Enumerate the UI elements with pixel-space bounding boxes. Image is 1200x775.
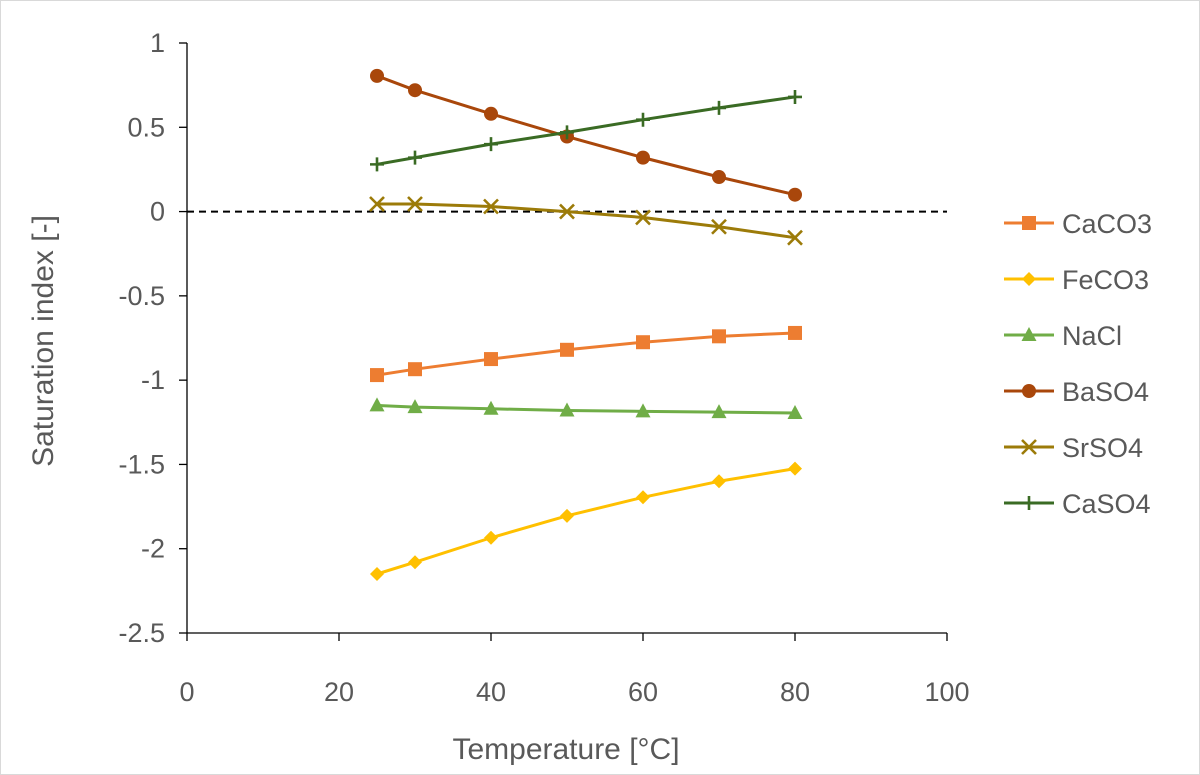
legend-item-srso4: SrSO4 [1004,433,1143,463]
data-point-nacl [635,403,651,418]
data-point-nacl [711,404,727,419]
legend-item-caso4: CaSO4 [1004,489,1151,519]
data-point-nacl [483,400,499,415]
data-point-nacl [407,399,423,414]
series-line-caso4 [376,95,796,166]
legend-swatch-marker [1022,272,1036,286]
data-point-caso4 [370,157,384,172]
data-point-baso4 [712,170,726,185]
x-tick-label: 80 [780,677,810,707]
legend-swatch-marker [1021,327,1037,341]
y-tick-label: -2 [141,534,165,564]
data-point-nacl [369,397,385,412]
legend-label: CaCO3 [1062,209,1152,239]
data-point-srso4 [559,203,575,220]
data-point-feco3 [712,474,726,489]
series-line-caco3 [376,331,796,377]
series-line-feco3 [376,467,796,576]
series-caso4 [370,89,802,172]
series-caco3 [370,325,802,383]
data-point-feco3 [788,461,802,476]
legend-label: BaSO4 [1062,377,1149,407]
data-point-srso4 [407,196,423,212]
legend-item-caco3: CaCO3 [1004,209,1152,239]
legend-item-feco3: FeCO3 [1004,265,1149,295]
x-tick-label: 0 [179,677,194,707]
y-tick-label: 1 [150,28,165,58]
data-point-srso4 [483,198,499,215]
y-tick-label: -1.5 [118,449,165,479]
series-feco3 [370,461,802,581]
series-line-baso4 [376,74,796,197]
series-line-nacl [376,403,796,415]
data-point-nacl [559,402,575,417]
legend-item-nacl: NaCl [1004,321,1122,351]
legend-label: FeCO3 [1062,265,1149,295]
data-point-feco3 [560,508,574,523]
data-point-srso4 [787,229,803,246]
x-tick-label: 60 [628,677,658,707]
y-axis-title: Saturation index [-] [27,215,60,467]
data-point-caco3 [712,329,726,344]
legend-label: SrSO4 [1062,433,1143,463]
data-point-baso4 [484,106,498,121]
data-point-srso4 [635,209,651,226]
data-point-caco3 [788,325,802,340]
data-point-baso4 [408,83,422,98]
series-baso4 [370,68,802,202]
data-point-baso4 [636,150,650,165]
y-tick-label: -2.5 [118,618,165,648]
axes: 1 0.5 0 -0.5 -1 -1.5 -2 -2.5 0 20 40 60 80 100 [118,28,969,707]
legend-swatch-marker [1022,384,1036,398]
series-srso4 [369,196,803,246]
data-point-srso4 [369,196,385,212]
data-point-feco3 [484,530,498,545]
data-point-caso4 [788,89,802,104]
data-point-caco3 [484,352,498,367]
data-point-caso4 [484,137,498,152]
series-layer [369,68,803,581]
legend: CaCO3 FeCO3 NaCl BaSO4 SrSO4 CaSO4 [1004,209,1152,519]
data-point-feco3 [636,490,650,505]
data-point-nacl [787,405,803,420]
y-tick-label: -1 [141,365,165,395]
data-point-caco3 [370,368,384,383]
legend-swatch-marker [1022,496,1036,510]
data-point-baso4 [370,68,384,83]
legend-label: NaCl [1062,321,1122,351]
legend-item-baso4: BaSO4 [1004,377,1149,407]
y-tick-label: 0 [150,197,165,227]
x-tick-label: 20 [324,677,354,707]
data-point-srso4 [711,218,727,235]
y-tick-label: -0.5 [118,281,165,311]
data-point-baso4 [788,187,802,202]
data-point-caso4 [408,150,422,165]
legend-swatch-marker [1021,439,1037,455]
series-line-srso4 [377,202,796,240]
legend-swatch-marker [1022,216,1036,230]
data-point-caso4 [712,100,726,115]
x-tick-label: 40 [476,677,506,707]
data-point-caso4 [636,112,650,127]
legend-label: CaSO4 [1062,489,1151,519]
series-nacl [369,397,803,420]
data-point-caso4 [560,125,574,140]
data-point-caco3 [636,335,650,350]
data-point-caco3 [560,342,574,357]
data-point-feco3 [408,555,422,570]
data-point-feco3 [370,567,384,581]
y-tick-label: 0.5 [127,112,165,142]
data-point-caco3 [408,362,422,377]
x-axis-title: Temperature [°C] [452,733,679,766]
x-tick-label: 100 [924,677,969,707]
